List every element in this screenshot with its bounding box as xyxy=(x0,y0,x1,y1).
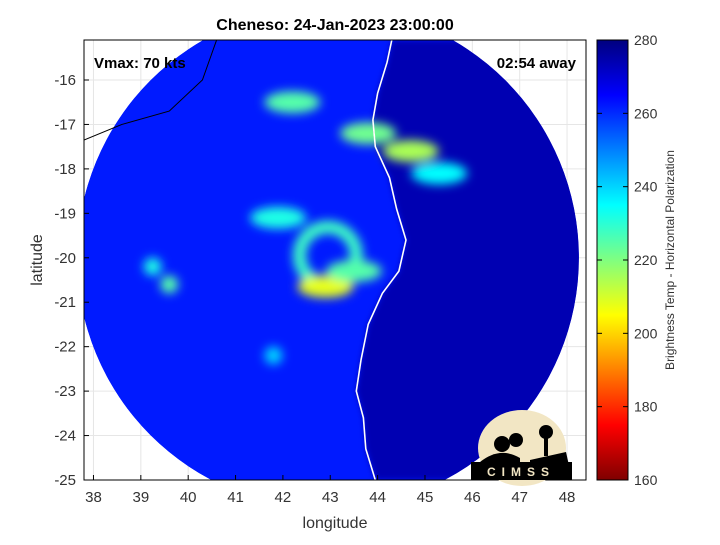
colorbar-label: Brightness Temp - Horizontal Polarizatio… xyxy=(663,150,677,370)
colorbar-tick-label: 240 xyxy=(634,179,658,195)
colorbar-tick-label: 200 xyxy=(634,325,658,341)
time-away-label: 02:54 away xyxy=(497,55,577,72)
chart-title: Cheneso: 24-Jan-2023 23:00:00 xyxy=(216,17,454,34)
rainband xyxy=(411,162,468,185)
logo-text: CIMSS xyxy=(487,465,555,479)
convective-cell xyxy=(143,257,162,276)
x-tick-label: 47 xyxy=(511,489,528,506)
rainband xyxy=(250,206,307,229)
y-tick-label: -17 xyxy=(54,116,76,133)
y-tick-label: -24 xyxy=(54,428,76,445)
rainband xyxy=(297,275,354,298)
swath-layer xyxy=(84,40,579,480)
x-tick-label: 43 xyxy=(322,489,339,506)
coastline xyxy=(84,40,407,480)
rainband xyxy=(325,260,382,283)
colorbar-tick-label: 160 xyxy=(634,472,658,488)
x-axis-label: longitude xyxy=(303,515,368,532)
x-tick-label: 41 xyxy=(227,489,244,506)
y-tick-label: -18 xyxy=(54,161,76,178)
y-axis-label: latitude xyxy=(29,234,46,286)
x-tick-label: 48 xyxy=(559,489,576,506)
y-tick-label: -23 xyxy=(54,383,76,400)
convective-cell xyxy=(264,346,283,365)
y-tick-label: -16 xyxy=(54,72,76,89)
x-tick-label: 39 xyxy=(132,489,149,506)
x-tick-label: 42 xyxy=(275,489,292,506)
colorbar-ticks: 160 180 200 220 240 260 280 xyxy=(597,32,658,488)
x-tick-label: 38 xyxy=(85,489,102,506)
swath-disk xyxy=(84,40,579,480)
coastline-white xyxy=(355,40,407,480)
coastline-swath xyxy=(355,40,407,480)
y-tick-label: -25 xyxy=(54,472,76,489)
plot-frame xyxy=(83,39,587,481)
storm-features xyxy=(143,91,468,365)
colorbar-tick-label: 180 xyxy=(634,399,658,415)
y-tick-label: -21 xyxy=(54,294,76,311)
rainband xyxy=(340,122,397,145)
y-axis: -16 -17 -18 -19 -20 -21 -22 -23 -24 -25 xyxy=(54,72,89,489)
x-tick-label: 46 xyxy=(464,489,481,506)
x-tick-label: 40 xyxy=(180,489,197,506)
y-tick-label: -22 xyxy=(54,339,76,356)
convective-cell xyxy=(160,275,179,294)
colorbar-tick-label: 260 xyxy=(634,105,658,121)
y-tick-label: -20 xyxy=(54,250,76,267)
rainband xyxy=(382,140,439,163)
rainband xyxy=(264,91,321,114)
colorbar-tick-label: 220 xyxy=(634,252,658,268)
cimss-logo: CIMSS xyxy=(471,410,572,486)
x-tick-label: 44 xyxy=(369,489,386,506)
x-tick-label: 45 xyxy=(417,489,434,506)
colorbar-tick-label: 280 xyxy=(634,32,658,48)
vmax-label: Vmax: 70 kts xyxy=(94,55,186,72)
y-tick-label: -19 xyxy=(54,205,76,222)
mozambique-coast xyxy=(84,40,218,141)
